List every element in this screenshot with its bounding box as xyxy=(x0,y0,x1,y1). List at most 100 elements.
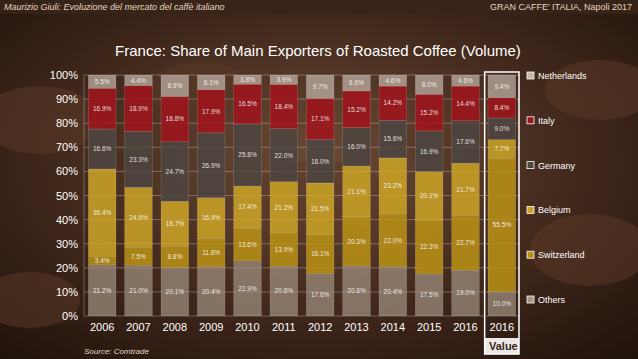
data-label: 20.4% xyxy=(384,288,403,295)
y-tick-label: 90% xyxy=(56,93,78,105)
bar-segment xyxy=(270,84,298,128)
data-label: 7.7% xyxy=(494,145,509,152)
data-label: 15.2% xyxy=(420,109,439,116)
x-tick-label: 2013 xyxy=(344,321,368,333)
bar-segment xyxy=(379,158,407,214)
data-label: 24.9% xyxy=(129,214,148,221)
bar-segment xyxy=(125,86,153,132)
data-label: 16.0% xyxy=(347,143,366,150)
data-labels: 21.2%21.0%20.1%20.4%22.9%20.6%17.6%20.8%… xyxy=(93,76,511,307)
data-label: 8.9% xyxy=(167,82,182,89)
data-label: 25.8% xyxy=(238,151,257,158)
bars xyxy=(88,75,515,316)
data-label: 17.6% xyxy=(456,138,475,145)
bar-segment xyxy=(306,98,334,139)
bar-segment xyxy=(125,187,153,247)
data-label: 19.0% xyxy=(456,289,475,296)
chart: Maurizio Giuli: Evoluzione del mercato d… xyxy=(0,0,638,359)
bar-segment xyxy=(488,140,516,159)
data-label: 20.1% xyxy=(420,192,439,199)
bar-segment xyxy=(88,88,116,129)
data-label: 18.7% xyxy=(166,220,185,227)
bar-segment xyxy=(343,166,371,217)
legend-swatch xyxy=(527,206,534,213)
bean xyxy=(545,60,638,120)
bar-segment xyxy=(488,118,516,140)
bar-segment xyxy=(270,182,298,233)
data-label: 23.3% xyxy=(129,156,148,163)
data-label: 22.0% xyxy=(275,152,294,159)
data-label: 17.6% xyxy=(311,291,330,298)
bar-segment xyxy=(234,228,262,261)
data-label: 6.6% xyxy=(349,79,364,86)
data-label: 18.9% xyxy=(129,105,148,112)
data-label: 3.4% xyxy=(95,257,110,264)
data-label: 6.1% xyxy=(204,79,219,86)
data-label: 17.5% xyxy=(420,291,439,298)
bar-segment xyxy=(270,266,298,316)
bar-segment xyxy=(234,75,262,84)
bar-segment xyxy=(125,247,153,265)
bar-segment xyxy=(306,183,334,235)
bar-segment xyxy=(343,75,371,91)
bean xyxy=(0,86,100,154)
x-tick-label: 2007 xyxy=(126,321,150,333)
highlight-box xyxy=(485,72,519,354)
bar-segment xyxy=(452,75,480,86)
data-label: 17.1% xyxy=(311,115,330,122)
x-tick-label: 2009 xyxy=(199,321,223,333)
bar-segment xyxy=(415,220,443,274)
bar-segment xyxy=(306,140,334,183)
bar-segment xyxy=(161,96,189,141)
legend-swatch xyxy=(527,251,534,258)
bar-segment xyxy=(161,268,189,316)
source: Source: Comtrade xyxy=(84,347,149,356)
bar-segment xyxy=(379,267,407,316)
bar-segment xyxy=(379,214,407,267)
bar-segment xyxy=(452,216,480,271)
x-tick-label: 2012 xyxy=(308,321,332,333)
bar-segment xyxy=(88,75,116,88)
bar-segment xyxy=(88,265,116,316)
bar-segment xyxy=(415,94,443,131)
data-label: 22.0% xyxy=(384,237,403,244)
data-label: 22.9% xyxy=(238,285,257,292)
x-tick-label: 2008 xyxy=(163,321,187,333)
data-label: 21.5% xyxy=(311,205,330,212)
bar-segment xyxy=(415,75,443,94)
data-label: 4.6% xyxy=(385,77,400,84)
data-label: 21.0% xyxy=(129,287,148,294)
bar-segment xyxy=(452,86,480,121)
data-label: 8.4% xyxy=(494,104,509,111)
bar-segment xyxy=(343,217,371,266)
data-label: 5.5% xyxy=(95,78,110,85)
bar-segment xyxy=(488,158,516,292)
bar-segment xyxy=(379,75,407,86)
bar-segment xyxy=(88,129,116,169)
data-label: 21.2% xyxy=(93,287,112,294)
bar-segment xyxy=(343,128,371,167)
x-tick-label: 2011 xyxy=(272,321,296,333)
data-label: 22.3% xyxy=(420,243,439,250)
data-label: 8.0% xyxy=(422,81,437,88)
data-label: 23.2% xyxy=(384,182,403,189)
bar-segment xyxy=(197,267,225,316)
legend-label: Germany xyxy=(538,161,576,171)
legend-label: Switzerland xyxy=(538,250,585,260)
legend-label: Belgium xyxy=(538,205,571,215)
x-tick-label: 2015 xyxy=(417,321,441,333)
bean xyxy=(0,272,80,328)
data-label: 22.7% xyxy=(456,239,475,246)
bar-segment xyxy=(415,172,443,220)
data-label: 16.9% xyxy=(202,214,221,221)
bar-segment xyxy=(452,163,480,215)
data-label: 15.6% xyxy=(384,135,403,142)
data-label: 20.1% xyxy=(166,288,185,295)
bar-segment xyxy=(270,75,298,84)
y-tick-label: 100% xyxy=(50,69,78,81)
bar-segment xyxy=(306,235,334,274)
bar-segment xyxy=(125,265,153,316)
data-label: 18.0% xyxy=(311,158,330,165)
data-label: 3.9% xyxy=(276,76,291,83)
x-tick-label: 2014 xyxy=(381,321,405,333)
